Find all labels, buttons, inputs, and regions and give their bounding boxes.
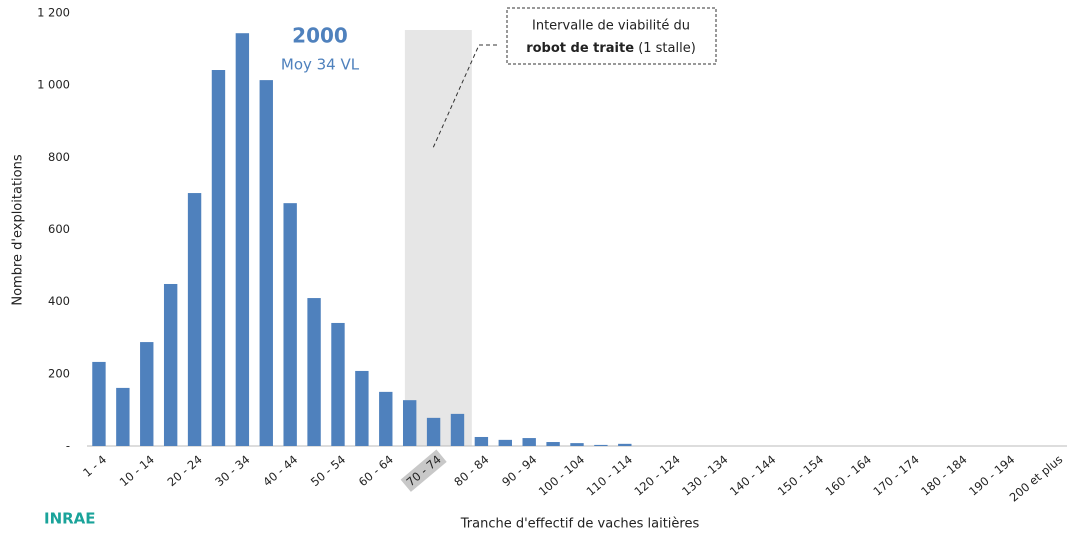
annotation-title: 2000 — [292, 24, 348, 48]
bar — [474, 436, 489, 446]
viability-zone — [404, 30, 472, 446]
bar — [283, 203, 297, 446]
bar — [187, 193, 202, 446]
bar — [450, 413, 465, 446]
y-tick-label: 1 000 — [37, 78, 70, 92]
bar — [402, 400, 417, 446]
bar — [355, 370, 369, 446]
bar — [211, 70, 226, 447]
y-tick-label: 800 — [48, 150, 70, 164]
bar — [618, 443, 632, 446]
y-axis-label: Nombre d'exploitations — [11, 154, 26, 305]
note-line: robot de traite (1 stalle) — [526, 41, 696, 56]
note-box — [506, 7, 717, 65]
bar — [163, 283, 178, 446]
y-tick-label: 1 200 — [37, 6, 70, 20]
bar — [235, 33, 250, 446]
note-rest: (1 stalle) — [638, 41, 696, 56]
bar — [379, 391, 393, 446]
y-tick-label: 600 — [48, 222, 70, 236]
bar — [331, 322, 345, 446]
note-pointer — [432, 44, 497, 149]
bar — [307, 298, 321, 446]
y-tick-label: 200 — [48, 366, 70, 380]
bar — [426, 417, 441, 446]
bar — [522, 438, 536, 446]
bar — [546, 442, 560, 446]
bar — [140, 342, 154, 446]
bar — [92, 361, 106, 446]
y-tick-label: 400 — [48, 294, 70, 308]
annotation-subtitle: Moy 34 VL — [281, 56, 360, 74]
x-axis-label: Tranche d'effectif de vaches laitières — [460, 517, 700, 532]
note-bold: robot de traite — [526, 41, 634, 56]
logo: INRAE — [44, 510, 96, 528]
bar — [594, 444, 608, 446]
bar — [498, 439, 512, 446]
highlight-label-bg — [400, 449, 447, 492]
bar — [116, 387, 130, 446]
note-line: Intervalle de viabilité du — [532, 19, 690, 34]
bar — [570, 443, 584, 446]
y-tick-label: - — [66, 439, 70, 453]
bar — [259, 80, 273, 447]
